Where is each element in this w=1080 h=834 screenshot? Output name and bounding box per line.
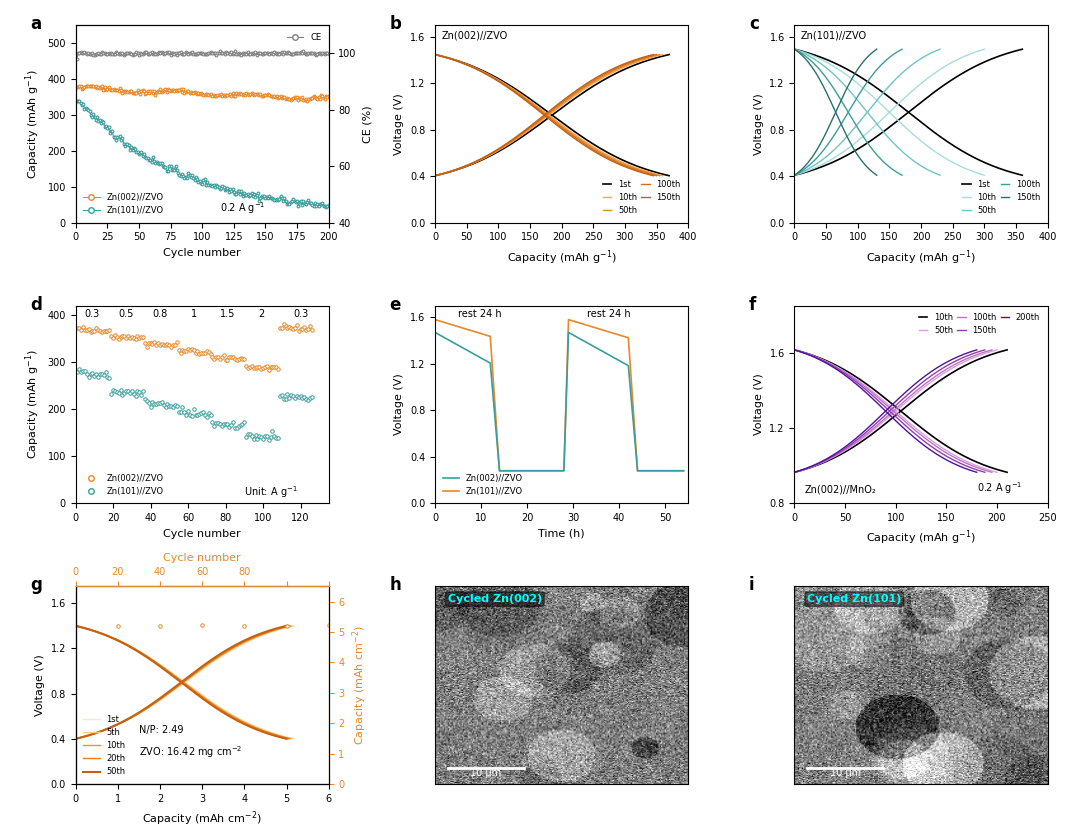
CE [81,48,94,58]
Zn(101)//ZVO [320,203,333,213]
Y-axis label: CE (%): CE (%) [363,105,373,143]
X-axis label: Cycle number: Cycle number [163,529,241,539]
Y-axis label: Voltage (V): Voltage (V) [754,374,764,435]
Text: rest 24 h: rest 24 h [458,309,502,319]
Zn(101)//ZVO [82,105,95,115]
Text: 2: 2 [258,309,265,319]
Text: Zn(101)//ZVO: Zn(101)//ZVO [800,31,867,41]
Y-axis label: Capacity (mAh g$^{-1}$): Capacity (mAh g$^{-1}$) [24,349,42,460]
Text: f: f [748,296,756,314]
CE [311,48,324,58]
Text: Unit: A g$^{-1}$: Unit: A g$^{-1}$ [244,485,298,500]
CE [85,48,98,58]
Text: e: e [390,296,401,314]
Legend: 10th, 50th, 100th, 150th, 200th: 10th, 50th, 100th, 150th, 200th [916,310,1043,339]
Legend: Zn(002)//ZVO, Zn(101)//ZVO: Zn(002)//ZVO, Zn(101)//ZVO [80,189,167,219]
Legend: 1st, 5th, 10th, 20th, 50th: 1st, 5th, 10th, 20th, 50th [80,711,129,780]
Text: 1: 1 [191,309,197,319]
Y-axis label: Capacity (mAh g$^{-1}$): Capacity (mAh g$^{-1}$) [24,69,42,178]
Text: Zn(002)//ZVO: Zn(002)//ZVO [442,31,508,41]
CE [70,54,83,64]
X-axis label: Capacity (mAh g$^{-1}$): Capacity (mAh g$^{-1}$) [866,248,976,267]
Text: 0.8: 0.8 [152,309,167,319]
Zn(002)//ZVO [312,92,325,102]
Text: 0.5: 0.5 [119,309,134,319]
Text: 0.3: 0.3 [293,309,308,319]
Y-axis label: Voltage (V): Voltage (V) [394,374,404,435]
Y-axis label: Voltage (V): Voltage (V) [754,93,764,155]
Text: c: c [748,15,759,33]
Zn(101)//ZVO [322,200,335,210]
Zn(002)//ZVO [119,87,132,97]
Text: 10 μm: 10 μm [470,768,501,778]
Text: a: a [30,15,41,33]
CE [297,46,310,56]
Legend: 1st, 10th, 50th, 100th, 150th: 1st, 10th, 50th, 100th, 150th [959,177,1043,219]
Zn(101)//ZVO [302,194,315,204]
Zn(002)//ZVO [300,96,313,106]
Text: g: g [30,576,42,595]
Text: Cycled Zn(002): Cycled Zn(002) [448,594,542,604]
Line: CE: CE [76,49,330,60]
X-axis label: Capacity (mAh g$^{-1}$): Capacity (mAh g$^{-1}$) [866,529,976,547]
Line: Zn(101)//ZVO: Zn(101)//ZVO [76,99,330,208]
Text: d: d [30,296,42,314]
Legend: Zn(002)//ZVO, Zn(101)//ZVO: Zn(002)//ZVO, Zn(101)//ZVO [440,470,526,499]
Text: 0.2 A g$^{-1}$: 0.2 A g$^{-1}$ [976,480,1023,496]
Zn(101)//ZVO [71,96,84,106]
Text: N/P: 2.49: N/P: 2.49 [139,725,184,735]
Zn(002)//ZVO [82,81,95,91]
Text: i: i [748,576,755,595]
Text: b: b [390,15,402,33]
Legend: 1st, 10th, 50th, 100th, 150th: 1st, 10th, 50th, 100th, 150th [599,177,684,219]
Zn(101)//ZVO [70,96,83,106]
CE [322,49,335,59]
Zn(002)//ZVO [70,83,83,93]
Y-axis label: Capacity (mAh cm$^{-2}$): Capacity (mAh cm$^{-2}$) [350,626,369,745]
Zn(002)//ZVO [138,88,151,98]
Legend: CE: CE [283,29,325,45]
Zn(002)//ZVO [303,94,316,104]
Text: ZVO: 16.42 mg cm$^{-2}$: ZVO: 16.42 mg cm$^{-2}$ [139,744,242,760]
CE [302,48,315,58]
Zn(101)//ZVO [311,199,324,209]
Y-axis label: Voltage (V): Voltage (V) [394,93,404,155]
Zn(101)//ZVO [119,141,132,151]
Text: 0.2 A g$^{-1}$: 0.2 A g$^{-1}$ [220,200,266,216]
X-axis label: Capacity (mAh g$^{-1}$): Capacity (mAh g$^{-1}$) [507,248,617,267]
Text: 10 μm: 10 μm [829,768,861,778]
Legend: Zn(002)//ZVO, Zn(101)//ZVO: Zn(002)//ZVO, Zn(101)//ZVO [80,470,167,499]
CE [118,50,131,60]
X-axis label: Time (h): Time (h) [538,529,585,539]
Zn(101)//ZVO [86,108,99,118]
Line: Zn(002)//ZVO: Zn(002)//ZVO [76,85,330,103]
Zn(101)//ZVO [138,152,151,162]
Text: 1.5: 1.5 [220,309,235,319]
Text: rest 24 h: rest 24 h [586,309,631,319]
CE [137,48,150,58]
X-axis label: Cycle number: Cycle number [163,553,241,563]
Y-axis label: Voltage (V): Voltage (V) [35,654,45,716]
Text: Zn(002)//MnO₂: Zn(002)//MnO₂ [805,484,876,494]
Text: h: h [390,576,402,595]
Text: 0.3: 0.3 [85,309,100,319]
Zn(002)//ZVO [322,91,335,101]
X-axis label: Capacity (mAh cm$^{-2}$): Capacity (mAh cm$^{-2}$) [143,809,262,828]
X-axis label: Cycle number: Cycle number [163,248,241,258]
Zn(002)//ZVO [81,82,94,92]
Text: Cycled Zn(101): Cycled Zn(101) [807,594,902,604]
Zn(002)//ZVO [86,81,99,91]
